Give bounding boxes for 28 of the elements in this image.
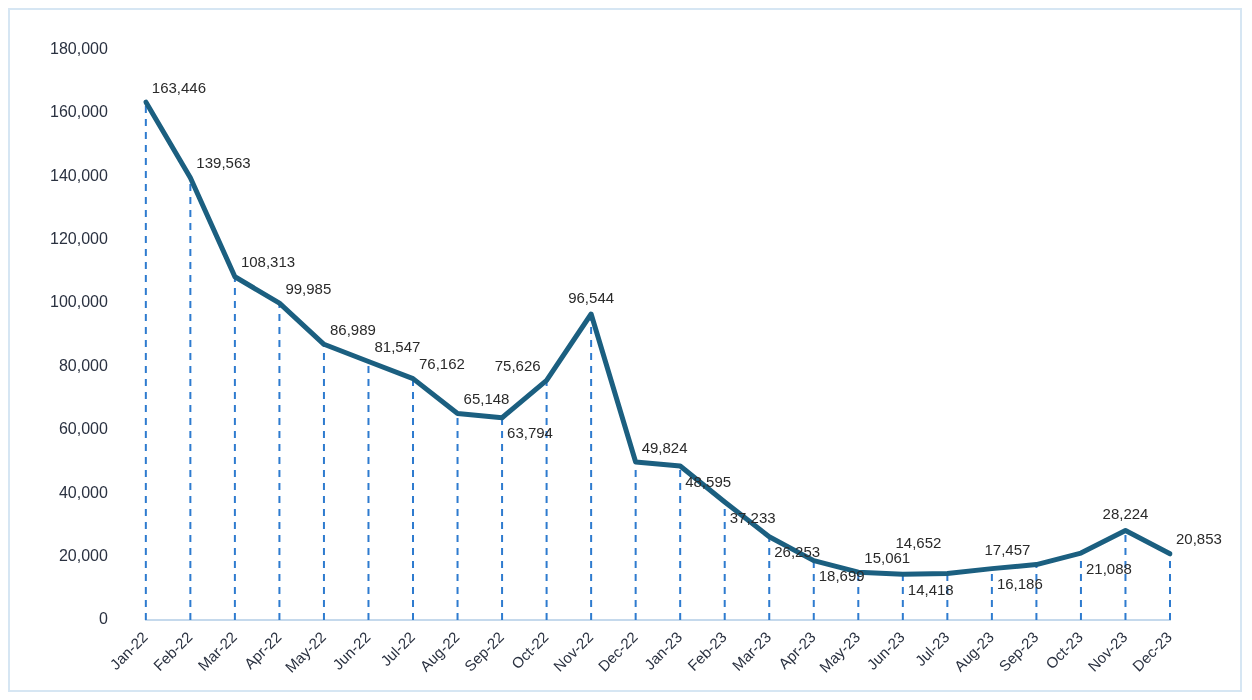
y-tick-label: 80,000 — [58, 356, 108, 374]
data-label: 49,824 — [641, 438, 688, 456]
data-label: 14,418 — [907, 580, 954, 598]
y-tick-label: 160,000 — [49, 103, 108, 121]
data-label: 96,544 — [568, 288, 615, 306]
y-tick-label: 100,000 — [49, 293, 108, 311]
data-label: 17,457 — [984, 541, 1031, 559]
data-label: 75,626 — [494, 356, 541, 374]
data-label: 28,224 — [1102, 505, 1149, 523]
data-label: 99,985 — [285, 279, 332, 297]
data-label: 16,186 — [996, 575, 1043, 593]
y-tick-label: 40,000 — [58, 483, 108, 501]
data-label: 20,853 — [1176, 530, 1222, 548]
y-tick-label: 60,000 — [58, 420, 108, 438]
data-label: 76,162 — [419, 355, 465, 373]
y-tick-label: 120,000 — [49, 230, 108, 248]
y-tick-label: 180,000 — [49, 40, 108, 58]
data-label: 163,446 — [151, 78, 207, 96]
data-label: 81,547 — [374, 338, 421, 356]
data-label: 139,563 — [196, 154, 251, 172]
data-label: 108,313 — [240, 253, 296, 271]
data-label: 86,989 — [329, 320, 376, 338]
y-tick-label: 0 — [98, 610, 108, 628]
data-label: 65,148 — [463, 390, 510, 408]
data-label: 21,088 — [1085, 559, 1132, 577]
y-tick-label: 20,000 — [58, 546, 108, 564]
data-label: 63,794 — [507, 424, 553, 442]
y-tick-label: 140,000 — [49, 166, 108, 184]
